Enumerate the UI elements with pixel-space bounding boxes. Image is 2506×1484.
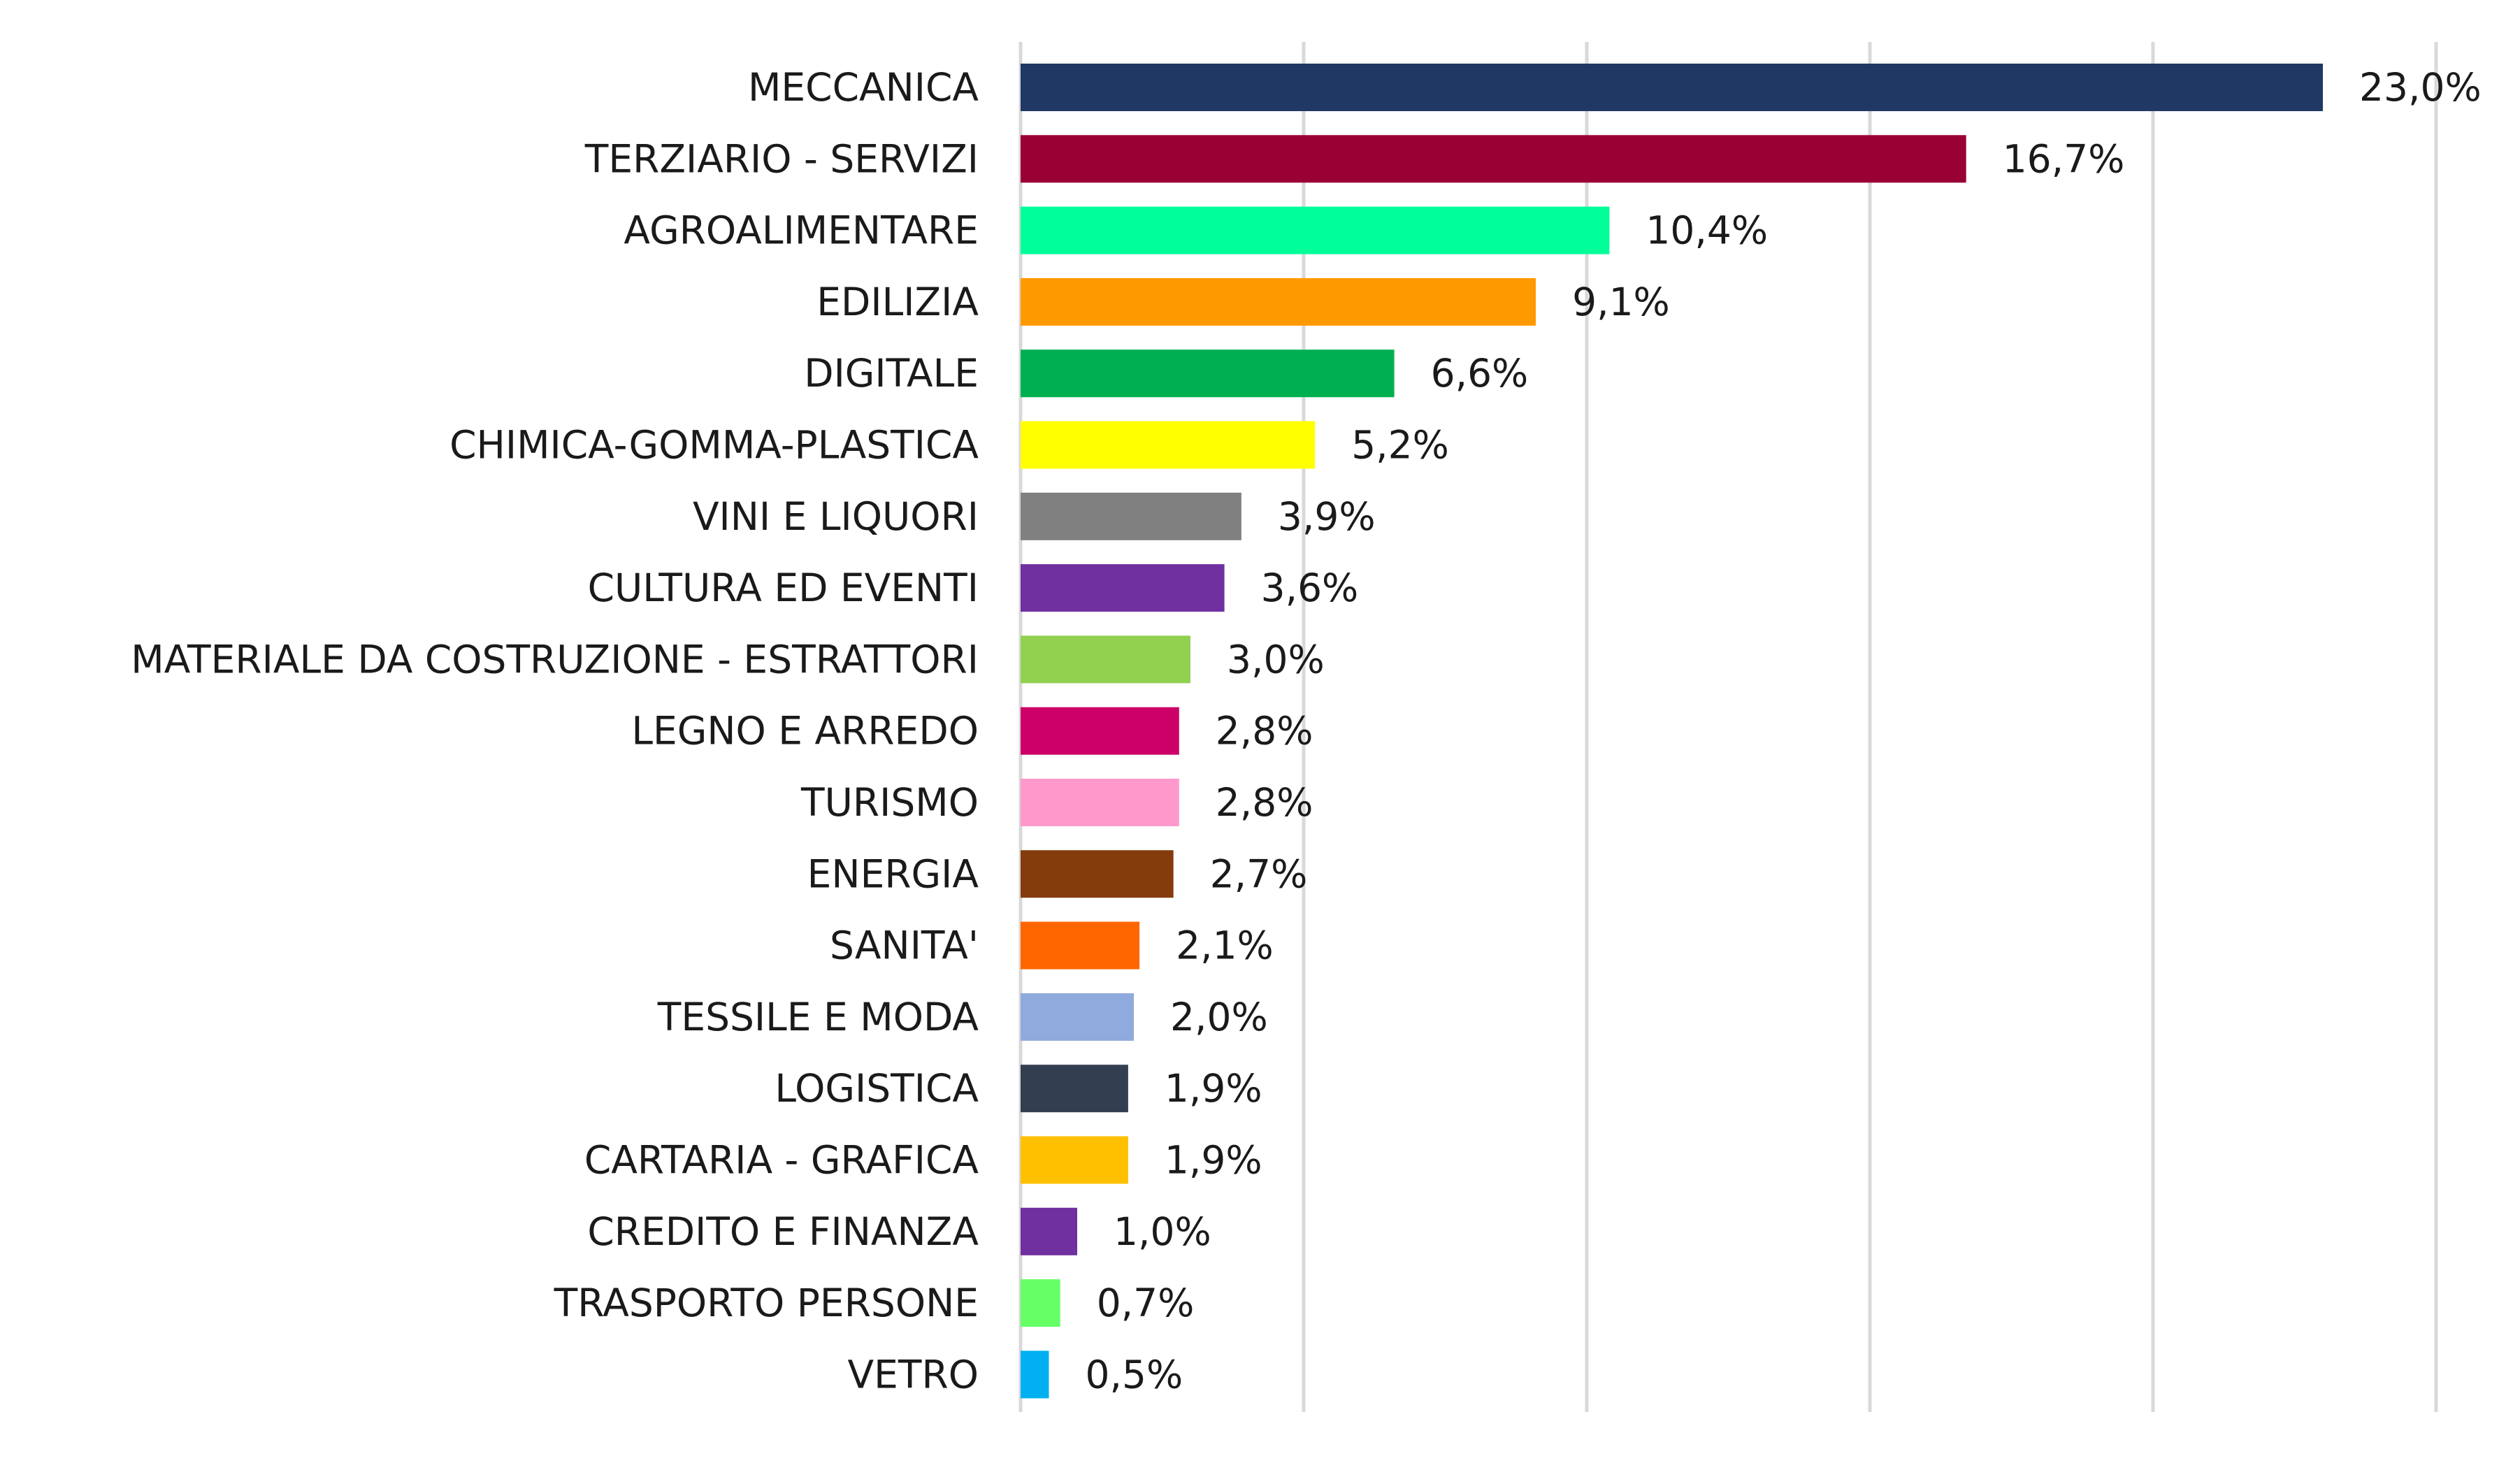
category-label-0: MECCANICA: [748, 65, 979, 110]
value-label-16: 1,0%: [1114, 1209, 1211, 1254]
category-label-18: VETRO: [848, 1352, 979, 1397]
bar-2: [1021, 206, 1610, 254]
category-label-5: CHIMICA-GOMMA-PLASTICA: [449, 423, 979, 468]
bar-8: [1021, 635, 1190, 684]
category-label-2: AGROALIMENTARE: [624, 208, 979, 253]
bar-10: [1021, 779, 1179, 826]
category-label-1: TERZIARIO - SERVIZI: [584, 136, 979, 181]
category-label-11: ENERGIA: [807, 851, 979, 896]
value-label-3: 9,1%: [1572, 280, 1670, 324]
value-label-11: 2,7%: [1210, 851, 1308, 896]
bar-6: [1021, 492, 1241, 540]
category-label-14: LOGISTICA: [775, 1066, 979, 1111]
value-label-13: 2,0%: [1170, 995, 1268, 1039]
value-label-5: 5,2%: [1351, 423, 1449, 468]
bar-13: [1021, 993, 1134, 1041]
value-label-14: 1,9%: [1165, 1066, 1262, 1111]
value-label-6: 3,9%: [1278, 494, 1376, 539]
value-labels: 23,0% 16,7% 10,4% 9,1% 6,6% 5,2% 3,9% 3,6% 3,0% 2…: [1086, 65, 2482, 1397]
value-label-4: 6,6%: [1431, 351, 1529, 396]
bar-16: [1021, 1207, 1077, 1255]
value-label-2: 10,4%: [1646, 208, 1768, 253]
value-label-10: 2,8%: [1216, 780, 1313, 825]
category-label-6: VINI E LIQUORI: [693, 494, 979, 539]
bar-18: [1021, 1350, 1049, 1399]
bar-4: [1021, 350, 1395, 398]
value-label-8: 3,0%: [1227, 637, 1325, 682]
bar-0: [1021, 64, 2323, 111]
category-label-15: CARTARIA - GRAFICA: [584, 1138, 979, 1183]
category-label-3: EDILIZIA: [816, 280, 979, 324]
value-label-15: 1,9%: [1165, 1138, 1262, 1183]
bar-12: [1021, 921, 1140, 970]
category-label-4: DIGITALE: [804, 351, 979, 396]
value-label-17: 0,7%: [1097, 1281, 1195, 1325]
category-label-17: TRASPORTO PERSONE: [554, 1281, 979, 1325]
category-label-8: MATERIALE DA COSTRUZIONE - ESTRATTORI: [131, 637, 979, 682]
bars: [1021, 64, 2323, 1399]
category-label-7: CULTURA ED EVENTI: [588, 565, 979, 610]
value-label-12: 2,1%: [1176, 923, 1274, 968]
value-label-0: 23,0%: [2359, 65, 2482, 110]
category-label-13: TESSILE E MODA: [657, 995, 979, 1039]
category-labels: MECCANICA TERZIARIO - SERVIZI AGROALIMENTA…: [131, 65, 979, 1397]
category-label-10: TURISMO: [800, 780, 979, 825]
category-label-16: CREDITO E FINANZA: [587, 1209, 979, 1254]
bar-17: [1021, 1279, 1060, 1327]
bar-14: [1021, 1065, 1128, 1113]
category-label-12: SANITA': [830, 923, 979, 968]
bar-11: [1021, 850, 1174, 898]
bar-9: [1021, 707, 1179, 755]
value-label-7: 3,6%: [1261, 565, 1359, 610]
bar-3: [1021, 278, 1536, 326]
bar-15: [1021, 1136, 1128, 1184]
bar-5: [1021, 421, 1316, 469]
category-label-9: LEGNO E ARREDO: [631, 709, 979, 754]
bar-7: [1021, 564, 1225, 612]
value-label-1: 16,7%: [2003, 136, 2125, 181]
value-label-18: 0,5%: [1086, 1352, 1183, 1397]
value-label-9: 2,8%: [1216, 709, 1313, 754]
bar-1: [1021, 135, 1966, 183]
